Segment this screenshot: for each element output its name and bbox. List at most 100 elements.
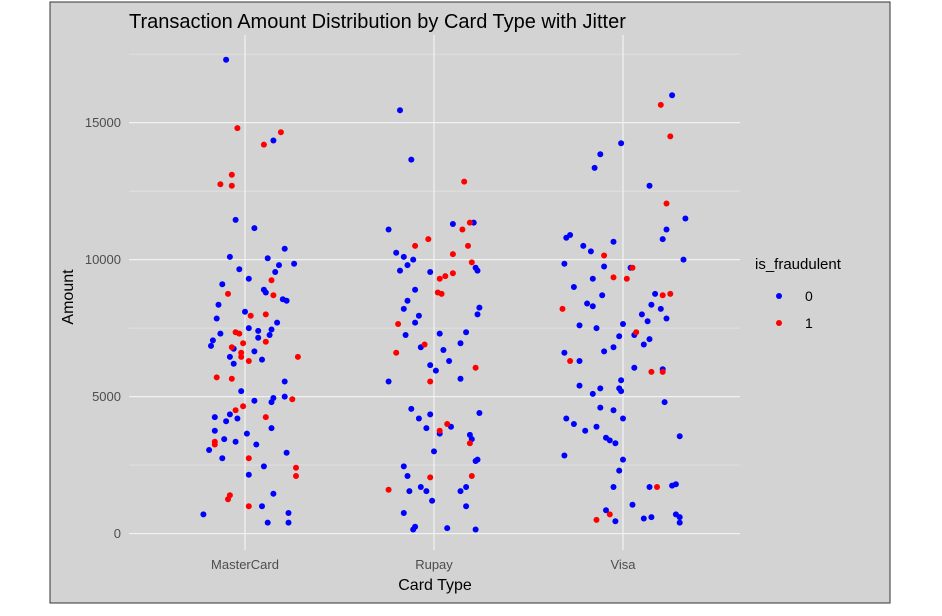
data-point-0 — [476, 410, 483, 416]
data-point-0 — [283, 297, 290, 304]
data-point-1 — [228, 182, 235, 189]
data-point-0 — [436, 330, 443, 337]
data-point-0 — [397, 267, 403, 274]
data-point-1 — [659, 292, 666, 299]
data-point-0 — [589, 390, 596, 397]
data-point-1 — [436, 275, 443, 282]
data-point-1 — [232, 407, 239, 414]
data-point-0 — [429, 497, 436, 504]
data-point-0 — [270, 137, 277, 144]
data-point-1 — [268, 277, 275, 284]
data-point-0 — [400, 463, 407, 470]
data-point-0 — [213, 315, 220, 322]
data-point-0 — [463, 503, 470, 510]
data-point-0 — [400, 253, 407, 260]
data-point-1 — [245, 455, 252, 462]
data-point-0 — [274, 319, 281, 326]
data-point-1 — [461, 178, 468, 185]
data-point-0 — [593, 423, 600, 430]
data-point-0 — [472, 526, 479, 533]
data-point-0 — [236, 266, 243, 273]
data-point-0 — [404, 262, 411, 269]
data-point-0 — [264, 255, 271, 262]
data-point-0 — [400, 510, 407, 516]
data-point-0 — [217, 330, 224, 337]
data-point-1 — [393, 349, 400, 356]
data-point-0 — [576, 358, 583, 364]
legend-title: is_fraudulent — [755, 256, 842, 273]
data-point-0 — [281, 245, 288, 252]
data-point-0 — [415, 312, 422, 319]
y-tick-label: 10000 — [85, 252, 121, 267]
data-point-0 — [561, 349, 568, 356]
data-point-0 — [657, 305, 664, 312]
data-point-1 — [427, 378, 434, 385]
data-point-1 — [567, 358, 574, 364]
data-point-0 — [669, 92, 676, 99]
data-point-0 — [404, 297, 411, 304]
data-point-0 — [563, 234, 570, 241]
data-point-1 — [236, 330, 243, 337]
data-point-1 — [238, 353, 245, 360]
data-point-0 — [219, 455, 226, 462]
data-point-0 — [427, 269, 434, 275]
data-point-0 — [226, 253, 233, 260]
data-point-1 — [240, 403, 247, 410]
data-point-0 — [676, 433, 683, 440]
data-point-1 — [228, 171, 235, 178]
data-point-0 — [408, 405, 415, 412]
data-point-0 — [620, 321, 626, 327]
data-point-0 — [245, 471, 252, 478]
data-point-1 — [606, 511, 613, 518]
data-point-1 — [468, 473, 475, 479]
data-point-0 — [620, 456, 626, 463]
data-point-0 — [402, 332, 409, 338]
data-point-1 — [442, 273, 449, 280]
data-point-1 — [601, 252, 608, 259]
data-point-0 — [243, 430, 250, 437]
data-point-0 — [251, 225, 258, 232]
data-point-1 — [633, 329, 640, 336]
data-point-1 — [395, 321, 402, 327]
data-point-0 — [472, 458, 479, 464]
data-point-0 — [648, 514, 655, 521]
data-point-0 — [255, 327, 262, 334]
data-point-0 — [291, 260, 298, 267]
data-point-0 — [457, 488, 464, 495]
data-point-1 — [234, 125, 241, 132]
data-point-0 — [219, 281, 226, 288]
data-point-0 — [206, 447, 213, 453]
data-point-0 — [570, 284, 577, 290]
data-point-1 — [466, 440, 473, 447]
data-point-0 — [620, 415, 626, 422]
grid-lines — [129, 35, 740, 550]
data-point-0 — [463, 329, 470, 336]
data-point-1 — [472, 364, 479, 371]
data-point-0 — [253, 441, 260, 448]
data-point-1 — [245, 358, 252, 364]
legend-label-0: 0 — [805, 288, 813, 304]
data-point-0 — [597, 404, 604, 411]
data-point-0 — [646, 336, 653, 343]
data-point-0 — [245, 325, 252, 332]
data-point-0 — [463, 484, 470, 490]
data-point-0 — [449, 221, 456, 227]
data-point-0 — [268, 399, 275, 406]
data-point-0 — [211, 427, 218, 434]
plot-background — [49, 1, 891, 604]
data-point-0 — [680, 256, 687, 263]
data-point-0 — [234, 415, 241, 422]
data-point-0 — [591, 164, 598, 171]
data-point-1 — [262, 338, 269, 345]
data-point-1 — [277, 129, 284, 136]
data-point-1 — [211, 441, 218, 448]
data-point-1 — [659, 368, 666, 375]
data-point-1 — [654, 484, 660, 490]
data-point-0 — [616, 333, 623, 340]
x-tick-label: Visa — [610, 557, 636, 572]
data-point-0 — [423, 425, 430, 432]
data-point-0 — [661, 399, 668, 406]
data-point-0 — [285, 510, 292, 516]
y-tick-label: 0 — [114, 526, 121, 541]
data-point-0 — [238, 388, 245, 395]
